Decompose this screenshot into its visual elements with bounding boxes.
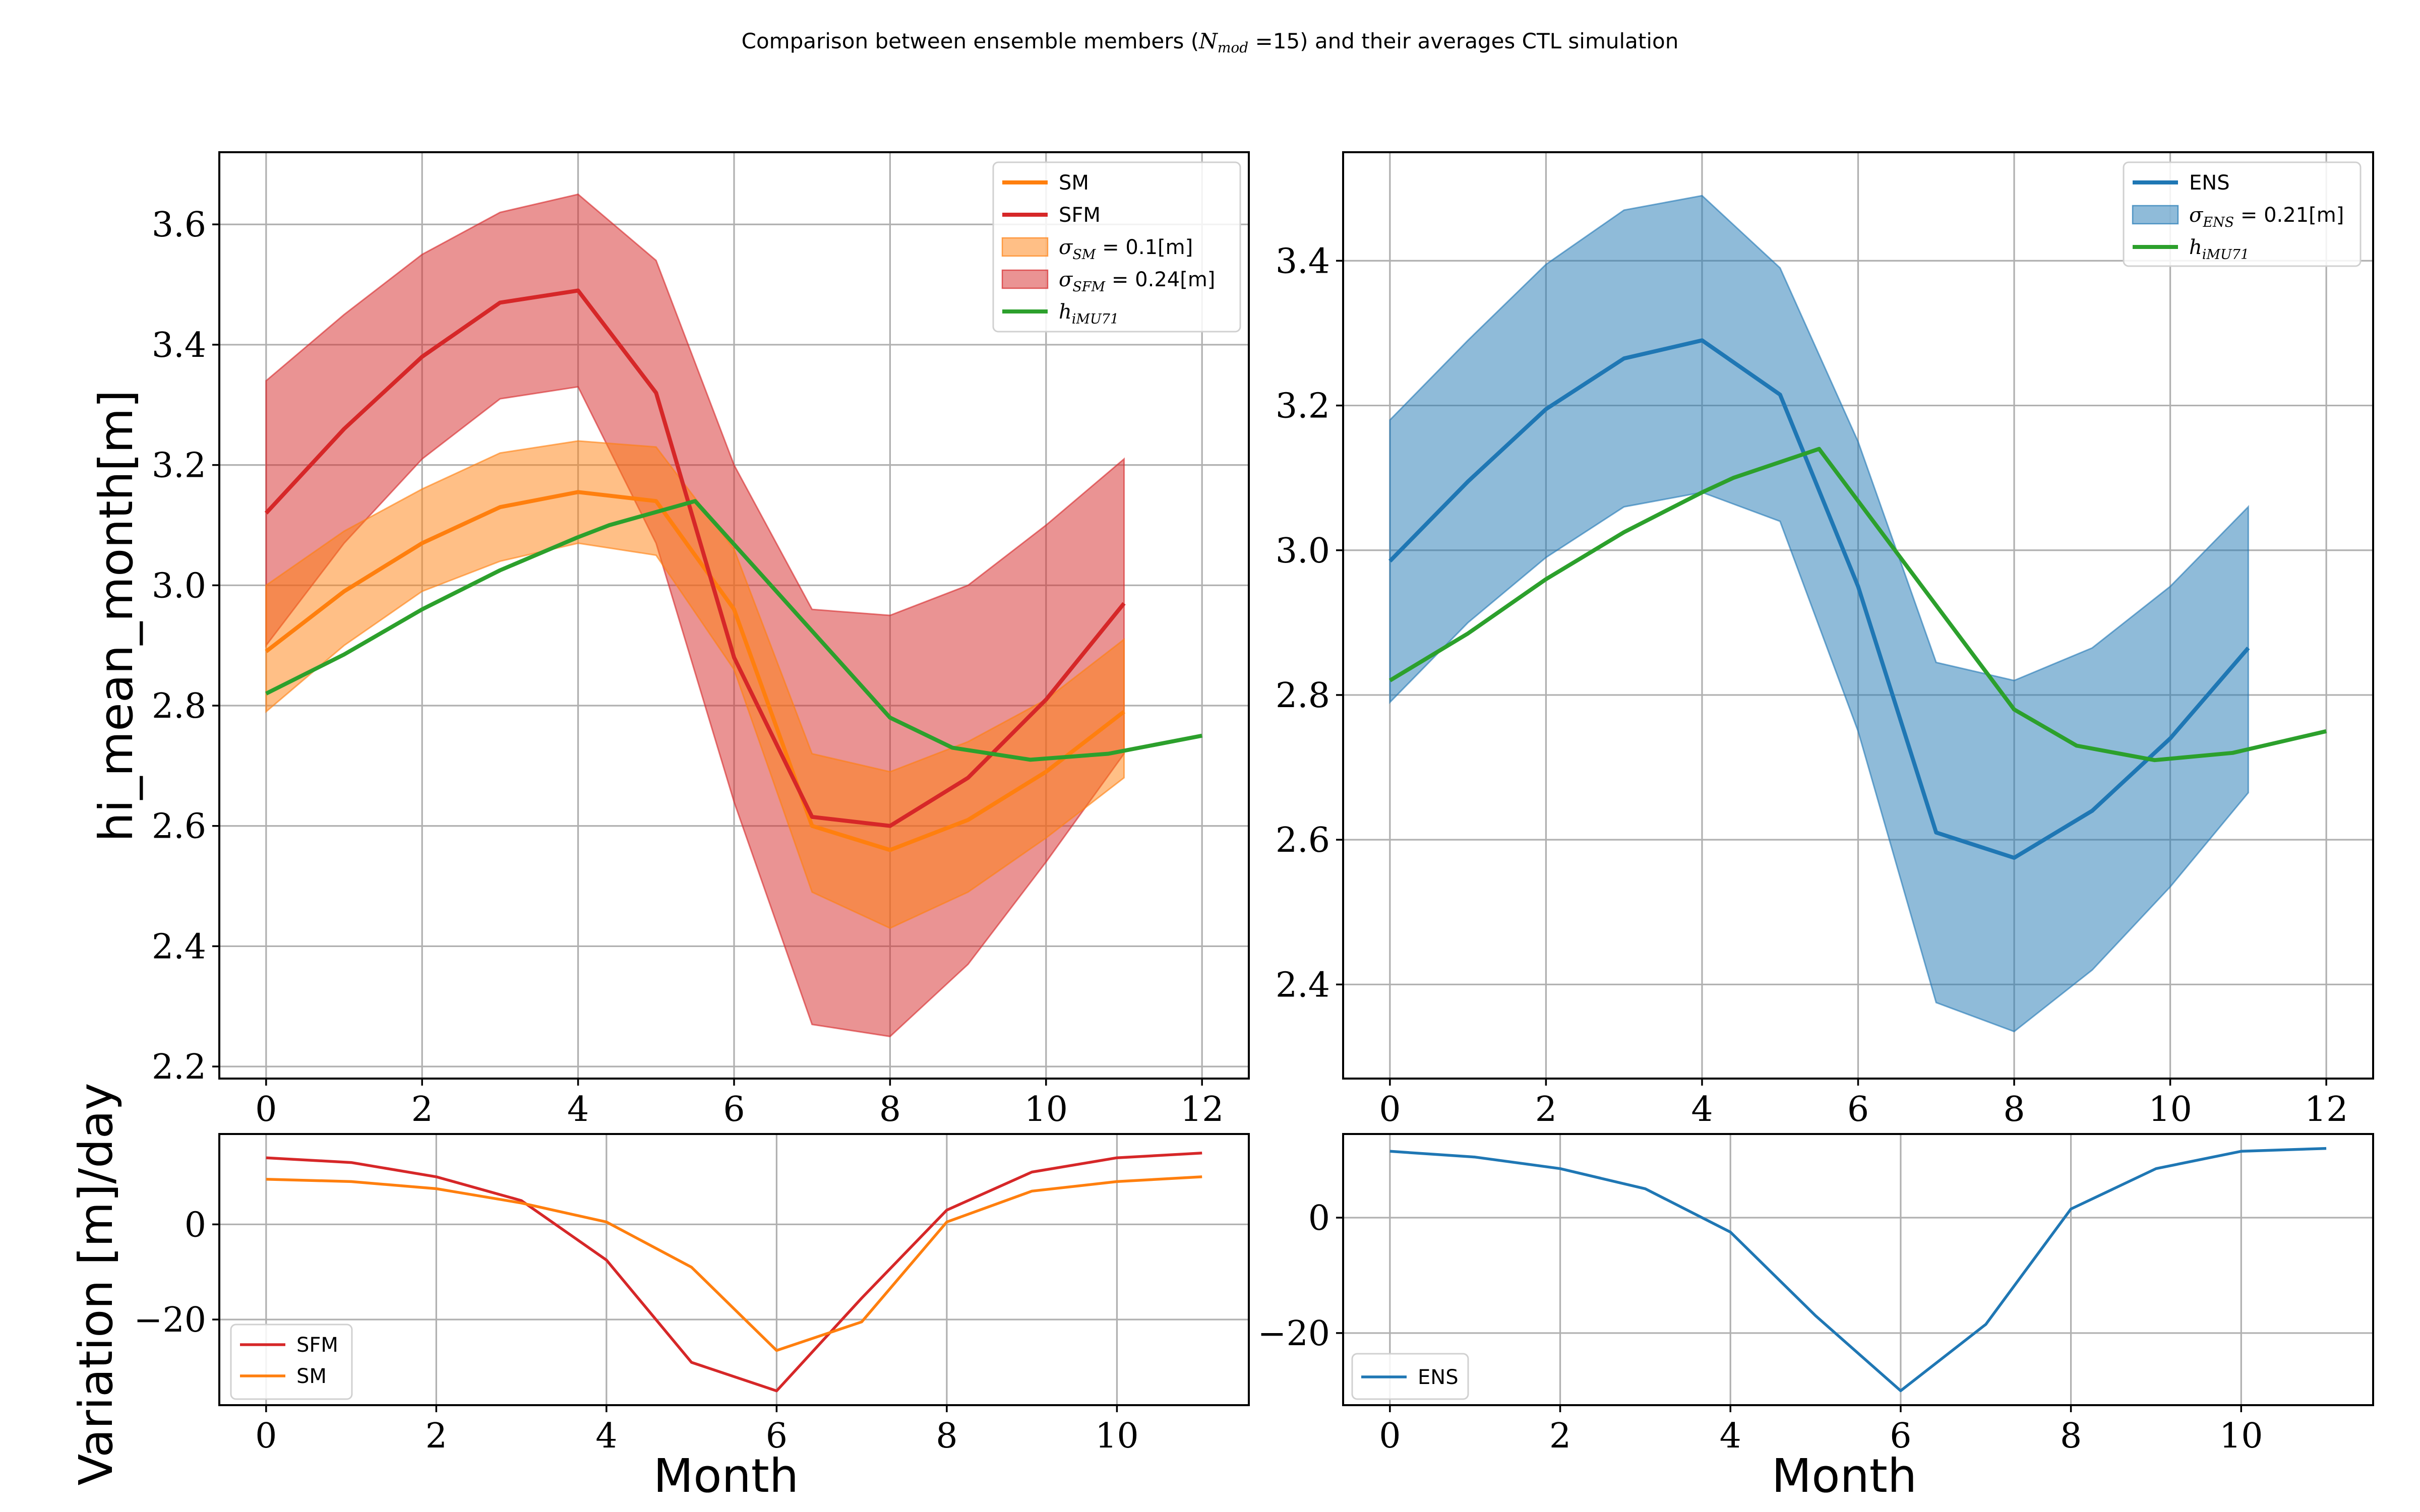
x-tick-label: 8: [2003, 1090, 2025, 1129]
legend-swatch-patch: [1001, 237, 1049, 257]
legend-label: ENS: [2189, 171, 2230, 195]
y-tick-label: 2.6: [1276, 821, 1330, 860]
axes-frame: [1342, 1133, 2374, 1406]
legend-label: SFM: [296, 1334, 338, 1357]
panel-variation-ens: 0 2 4 6 8 10 −20 0 ENS: [1257, 1133, 2374, 1456]
legend: SM SFM σSM = 0.1[m] σSFM = 0.24[m] hiMU71: [992, 161, 1241, 333]
figure-title-suffix: =15) and their averages CTL simulation: [1248, 29, 1678, 53]
legend-frame: [230, 1324, 353, 1400]
x-tick-label: 12: [1180, 1090, 1224, 1129]
series-line-h-imu71: [265, 499, 1202, 762]
y-tick-label: 3.2: [152, 446, 206, 486]
x-tick-label: 4: [567, 1090, 589, 1129]
legend: SFM SM: [230, 1324, 353, 1400]
legend-label: σENS = 0.21[m]: [2189, 204, 2344, 230]
axes-frame: [218, 1133, 1250, 1406]
y-tick-label: 0: [185, 1205, 206, 1245]
legend-swatch-patch: [1001, 269, 1049, 289]
legend-label: σSM = 0.1[m]: [1059, 236, 1193, 263]
x-tick-label: 2: [1535, 1090, 1557, 1129]
panel-thickness-ens: 0 2 4 6 8 10 12 2.4 2.6 2.8 3.0 3.2 3.4 ENS σENS = 0.2…: [1276, 151, 2374, 1129]
series-line-sfm: [266, 1152, 1202, 1393]
legend: ENS σENS = 0.21[m] hiMU71: [2123, 161, 2362, 267]
x-tick-label: 4: [595, 1416, 617, 1456]
y-tick-label: 2.4: [1276, 965, 1330, 1005]
x-tick-label: 4: [1691, 1090, 1713, 1129]
y-tick-label: 3.2: [1276, 387, 1330, 426]
legend: ENS: [1351, 1353, 1469, 1400]
x-tick-label: 0: [255, 1090, 277, 1129]
ylabel-main: hi_mean_month[m]: [89, 390, 143, 842]
y-tick-label: 3.6: [152, 205, 206, 245]
x-tick-label: 0: [1379, 1416, 1401, 1456]
y-tick-label: 2.6: [152, 807, 206, 847]
panel-thickness-sm-sfm: 0 2 4 6 8 10 12 2.2 2.4 2.6 2.8 3.0 3.2 3.4 3.6 SM SFM σS…: [152, 151, 1250, 1129]
x-tick-label: 8: [2060, 1416, 2082, 1456]
figure-title-prefix: Comparison between ensemble members (: [742, 29, 1199, 53]
legend-label: SM: [296, 1365, 327, 1388]
figure-title-math: N: [1198, 29, 1218, 53]
legend-label: SFM: [1059, 204, 1101, 227]
x-tick-label: 10: [1024, 1090, 1068, 1129]
legend-frame: [992, 161, 1241, 333]
x-tick-label: 6: [766, 1416, 788, 1456]
x-tick-label: 2: [411, 1090, 433, 1129]
legend-label: σSFM = 0.24[m]: [1059, 268, 1215, 295]
series-line-sfm: [264, 288, 1126, 828]
y-tick-label: 0: [1308, 1199, 1330, 1238]
y-tick-label: 2.4: [152, 927, 206, 967]
x-tick-label: 12: [2305, 1090, 2348, 1129]
x-tick-label: 10: [1095, 1416, 1139, 1456]
figure-title-math-sub: mod: [1218, 39, 1248, 56]
y-tick-label: 3.4: [1276, 241, 1330, 281]
x-tick-label: 6: [1847, 1090, 1869, 1129]
y-tick-label: 3.0: [1276, 531, 1330, 571]
x-tick-label: 2: [1549, 1416, 1571, 1456]
legend-label: ENS: [1418, 1366, 1459, 1389]
y-tick-label: −20: [1257, 1314, 1330, 1354]
legend-swatch-patch: [2132, 205, 2179, 225]
legend-frame: [2123, 161, 2362, 267]
series-line-h-imu71: [1388, 447, 2327, 763]
x-tick-label: 6: [723, 1090, 745, 1129]
series-line-ens: [1389, 1147, 2327, 1393]
y-tick-label: 2.2: [152, 1047, 206, 1087]
x-tick-label: 0: [255, 1416, 277, 1456]
legend-frame: [1351, 1353, 1469, 1400]
series-line-ens: [1388, 338, 2250, 860]
y-tick-label: 3.4: [152, 326, 206, 365]
x-tick-label: 2: [426, 1416, 447, 1456]
band-sm: [265, 440, 1125, 929]
x-tick-label: 10: [2148, 1090, 2192, 1129]
series-line-sm: [266, 1175, 1202, 1352]
y-tick-label: 2.8: [1276, 676, 1330, 716]
x-tick-label: 8: [936, 1416, 957, 1456]
x-tick-label: 8: [879, 1090, 901, 1129]
figure-title: Comparison between ensemble members (Nmo…: [742, 29, 1679, 56]
series-line-sm: [265, 490, 1125, 852]
x-tick-label: 6: [1890, 1416, 1911, 1456]
legend-label: hiMU71: [1059, 300, 1119, 327]
legend-label: hiMU71: [2189, 236, 2249, 263]
legend-label: SM: [1059, 171, 1089, 195]
x-tick-label: 10: [2219, 1416, 2263, 1456]
xlabel-right: Month: [1772, 1449, 1917, 1503]
band-ens: [1389, 195, 2249, 1033]
x-tick-label: 4: [1720, 1416, 1741, 1456]
x-tick-label: 0: [1379, 1090, 1401, 1129]
y-tick-label: 3.0: [152, 566, 206, 606]
xlabel-left: Month: [653, 1449, 799, 1503]
ylabel-variation: Variation [m]/day: [69, 1083, 123, 1485]
panel-variation-sm-sfm: 0 2 4 6 8 10 −20 0 SFM SM: [134, 1133, 1250, 1456]
y-tick-label: −20: [134, 1300, 206, 1340]
y-tick-label: 2.8: [152, 686, 206, 726]
